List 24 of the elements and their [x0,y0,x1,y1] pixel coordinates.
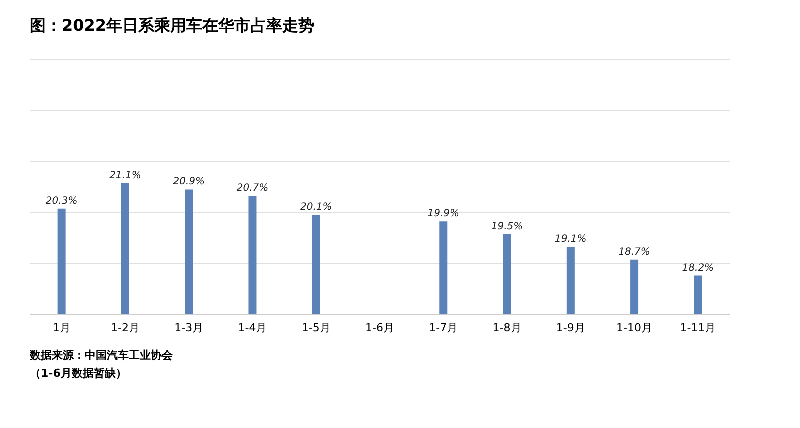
x-tick-label: 1-11月 [680,322,716,334]
data-label: 20.7% [236,183,269,194]
data-label: 18.2% [682,262,714,274]
data-label: 18.7% [618,246,650,258]
x-tick-label: 1-3月 [174,322,204,334]
x-tick-label: 1-5月 [302,322,331,334]
data-label: 20.1% [300,202,332,214]
data-label: 20.9% [173,176,205,188]
data-label: 19.5% [491,221,524,232]
x-tick-label: 1-6月 [366,322,394,334]
x-tick-label: 1-2月 [110,322,140,334]
x-tick-label: 1-7月 [429,322,458,334]
text: （1-6月数据暂缺） [30,367,127,380]
data-label: 19.9% [428,208,460,220]
x-tick-label: 1-4月 [238,322,268,334]
x-tick-label: 1-10月 [616,322,653,334]
chart-title: 图：2022年日系乘用车在华市占率走势 [30,16,315,35]
source-note: 数据来源：中国汽车工业协会 [29,349,174,362]
data-label: 20.3% [46,196,78,207]
x-tick-label: 1-9月 [556,322,586,334]
x-tick-label: 1月 [52,322,71,334]
x-tick-label: 1-8月 [492,322,522,334]
data-label: 21.1% [110,170,142,182]
data-label: 19.1% [555,234,587,246]
